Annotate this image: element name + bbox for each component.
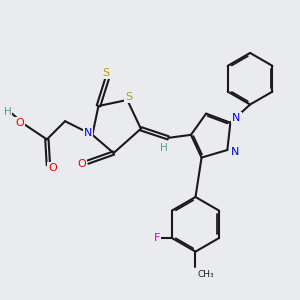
Text: H: H [160,143,167,154]
Text: N: N [232,113,241,123]
Text: S: S [125,92,132,102]
Text: H: H [4,107,11,117]
Text: S: S [103,68,110,78]
Text: F: F [154,233,160,243]
Text: O: O [77,159,86,169]
Text: N: N [84,128,92,138]
Text: O: O [15,118,24,128]
Text: O: O [49,163,57,173]
Text: CH₃: CH₃ [197,270,214,279]
Text: N: N [231,146,239,157]
